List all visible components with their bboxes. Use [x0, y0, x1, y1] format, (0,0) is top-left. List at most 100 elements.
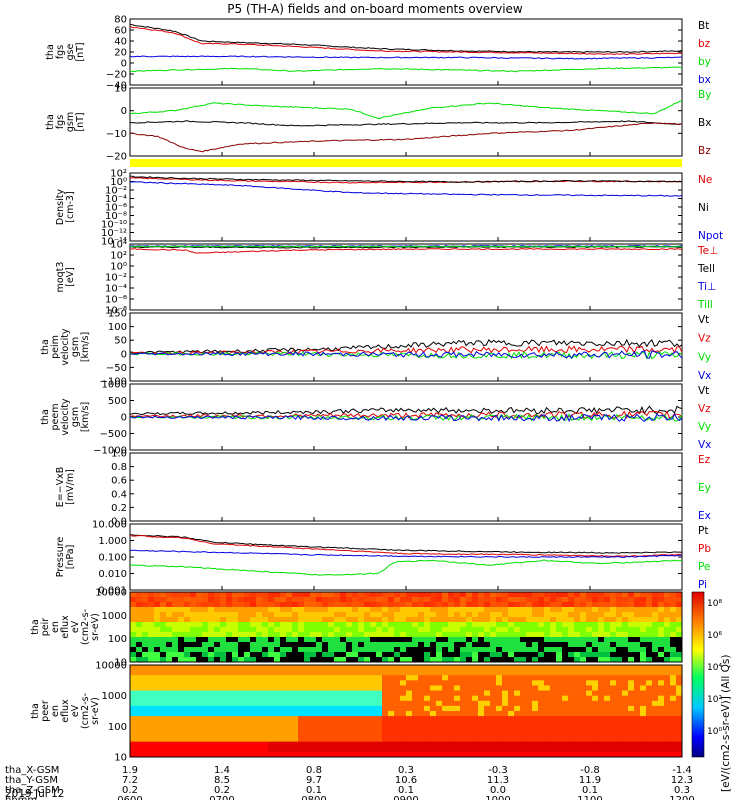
- heatmap-cell: [604, 602, 611, 608]
- heatmap-cell: [664, 685, 671, 691]
- heatmap-cell: [466, 675, 473, 681]
- heatmap-cell: [226, 700, 233, 707]
- heatmap-cell: [340, 721, 347, 727]
- heatmap-cell: [646, 670, 653, 676]
- heatmap-cell: [550, 670, 557, 676]
- heatmap-cell: [292, 675, 299, 681]
- heatmap-cell: [526, 751, 533, 758]
- heatmap-cell: [568, 700, 575, 707]
- heatmap-cell: [322, 690, 329, 697]
- heatmap-cell: [178, 736, 185, 743]
- heatmap-cell: [292, 602, 299, 608]
- heatmap-cell: [136, 705, 143, 712]
- heatmap-cell: [274, 690, 281, 697]
- heatmap-cell: [466, 705, 473, 712]
- heatmap-cell: [238, 700, 245, 707]
- heatmap-cell: [406, 731, 413, 737]
- heatmap-cell: [280, 751, 287, 758]
- heatmap-cell: [196, 741, 203, 748]
- heatmap-cell: [514, 657, 521, 663]
- heatmap-cell: [238, 746, 245, 753]
- heatmap-cell: [394, 642, 401, 648]
- heatmap-cell: [430, 637, 437, 643]
- heatmap-cell: [334, 716, 341, 722]
- heatmap-cell: [616, 705, 623, 712]
- heatmap-cell: [436, 700, 443, 707]
- heatmap-cell: [580, 705, 587, 712]
- colorbar-tick: 10⁸: [707, 599, 722, 609]
- heatmap-cell: [412, 721, 419, 727]
- heatmap-cell: [256, 726, 263, 732]
- heatmap-cell: [418, 657, 425, 663]
- heatmap-cell: [352, 632, 359, 638]
- heatmap-cell: [562, 690, 569, 697]
- ytick-label: 10⁰: [110, 177, 127, 188]
- heatmap-cell: [130, 700, 137, 707]
- heatmap-cell: [178, 652, 185, 658]
- heatmap-cell: [508, 675, 515, 681]
- heatmap-cell: [160, 711, 167, 717]
- heatmap-cell: [340, 665, 347, 671]
- heatmap-cell: [418, 731, 425, 737]
- heatmap-cell: [454, 627, 461, 633]
- heatmap-cell: [370, 716, 377, 722]
- heatmap-cell: [484, 612, 491, 618]
- heatmap-cell: [634, 657, 641, 663]
- ytick-label: 100: [108, 634, 127, 645]
- heatmap-cell: [544, 700, 551, 707]
- heatmap-cell: [310, 675, 317, 681]
- heatmap-cell: [556, 680, 563, 686]
- heatmap-cell: [574, 746, 581, 753]
- heatmap-cell: [520, 736, 527, 743]
- heatmap-cell: [604, 736, 611, 743]
- heatmap-cell: [160, 746, 167, 753]
- heatmap-cell: [352, 617, 359, 623]
- heatmap-cell: [640, 736, 647, 743]
- heatmap-cell: [148, 700, 155, 707]
- heatmap-cell: [148, 680, 155, 686]
- ylabel-text: E=−VxB: [55, 467, 66, 508]
- series-line-Bx: [129, 120, 683, 127]
- ytick-label: 10: [114, 753, 127, 764]
- heatmap-cell: [184, 652, 191, 658]
- heatmap-cell: [370, 695, 377, 702]
- heatmap-cell: [502, 726, 509, 732]
- heatmap-cell: [556, 627, 563, 633]
- heatmap-cell: [148, 652, 155, 658]
- heatmap-cell: [400, 647, 407, 653]
- heatmap-cell: [286, 700, 293, 707]
- heatmap-cell: [574, 612, 581, 618]
- heatmap-cell: [454, 716, 461, 722]
- heatmap-cell: [412, 622, 419, 628]
- heatmap-cell: [502, 627, 509, 633]
- heatmap-cell: [154, 652, 161, 658]
- series-line-Pe: [129, 559, 683, 576]
- heatmap-cell: [640, 685, 647, 691]
- heatmap-cell: [676, 680, 683, 686]
- heatmap-cell: [316, 627, 323, 633]
- heatmap-cell: [628, 700, 635, 707]
- heatmap-cell: [568, 670, 575, 676]
- heatmap-cell: [226, 695, 233, 702]
- heatmap-cell: [658, 627, 665, 633]
- heatmap-cell: [394, 627, 401, 633]
- heatmap-cell: [310, 685, 317, 691]
- heatmap-cell: [454, 675, 461, 681]
- heatmap-cell: [634, 622, 641, 628]
- heatmap-cell: [592, 751, 599, 758]
- heatmap-cell: [412, 637, 419, 643]
- heatmap-cell: [268, 670, 275, 676]
- heatmap-cell: [352, 642, 359, 648]
- heatmap-cell: [190, 607, 197, 613]
- heatmap-cell: [424, 731, 431, 737]
- heatmap-cell: [532, 685, 539, 691]
- heatmap-cell: [154, 607, 161, 613]
- heatmap-cell: [268, 751, 275, 758]
- heatmap-cell: [262, 731, 269, 737]
- heatmap-cell: [382, 716, 389, 722]
- heatmap-cell: [262, 751, 269, 758]
- heatmap-cell: [256, 670, 263, 676]
- heatmap-cell: [436, 627, 443, 633]
- heatmap-cell: [262, 675, 269, 681]
- heatmap-cell: [268, 597, 275, 603]
